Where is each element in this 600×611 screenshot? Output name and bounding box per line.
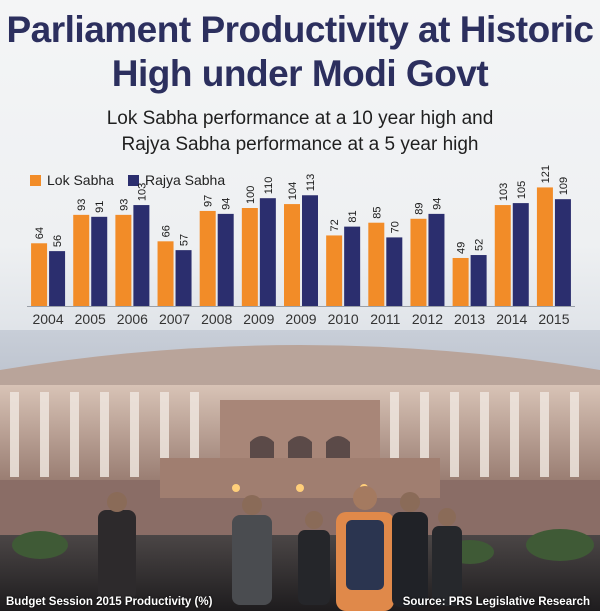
bar-rajya-sabha-2012	[428, 213, 445, 306]
x-tick-label: 2012	[412, 311, 443, 327]
data-label-rajya-sabha-2009: 110	[263, 177, 275, 195]
footer-caption: Budget Session 2015 Productivity (%)	[6, 596, 213, 608]
data-label-rajya-sabha-2013: 52	[474, 239, 486, 251]
data-label-rajya-sabha-2006: 103	[136, 183, 148, 201]
legend-item-rajya-sabha: Rajya Sabha	[127, 172, 226, 188]
legend-label-rajya-sabha: Rajya Sabha	[144, 172, 226, 188]
data-label-lok-sabha-2014: 103	[498, 183, 510, 201]
data-label-rajya-sabha-2014: 105	[516, 181, 528, 199]
x-tick-label: 2011	[370, 311, 400, 327]
data-label-rajya-sabha-2011: 70	[389, 221, 401, 233]
x-tick-label: 2004	[32, 311, 63, 327]
subtitle-line-1: Lok Sabha performance at a 10 year high …	[106, 108, 494, 129]
data-label-lok-sabha-2012: 89	[413, 203, 425, 215]
data-label-rajya-sabha-2009: 113	[305, 174, 317, 192]
bar-lok-sabha-2004	[31, 243, 48, 306]
bar-lok-sabha-2007	[157, 241, 174, 306]
data-label-lok-sabha-2015: 121	[540, 165, 552, 183]
bar-rajya-sabha-2008	[217, 213, 234, 306]
page-title: Parliament Productivity at Historic High…	[0, 8, 600, 96]
bar-lok-sabha-2012	[410, 218, 427, 306]
subtitle: Lok Sabha performance at a 10 year high …	[0, 106, 600, 158]
data-label-rajya-sabha-2007: 57	[179, 234, 191, 246]
chart-legend: Lok Sabha Rajya Sabha	[30, 172, 225, 188]
bar-rajya-sabha-2009	[302, 195, 318, 306]
bar-lok-sabha-2005	[73, 214, 90, 306]
parliament-building-image	[0, 330, 600, 611]
data-label-lok-sabha-2011: 85	[371, 206, 383, 218]
bar-lok-sabha-2009	[241, 208, 258, 306]
x-tick-label: 2006	[117, 311, 148, 327]
title-line-2: High under Modi Govt	[111, 53, 489, 94]
x-tick-label: 2009	[243, 311, 274, 327]
bar-lok-sabha-2014	[494, 205, 511, 306]
data-label-rajya-sabha-2015: 109	[558, 177, 570, 195]
bar-lok-sabha-2011	[368, 222, 385, 306]
bar-lok-sabha-2015	[536, 187, 553, 306]
legend-swatch-rajya-sabha	[127, 174, 139, 186]
bar-rajya-sabha-2006	[133, 205, 150, 306]
data-label-rajya-sabha-2010: 81	[347, 210, 359, 222]
bar-rajya-sabha-2010	[344, 226, 361, 306]
data-label-lok-sabha-2007: 66	[161, 225, 173, 237]
data-label-lok-sabha-2008: 97	[203, 195, 215, 207]
data-label-lok-sabha-2009: 104	[287, 182, 299, 200]
subtitle-line-2: Rajya Sabha performance at a 5 year high	[121, 134, 479, 155]
bar-rajya-sabha-2004	[49, 251, 66, 306]
data-label-lok-sabha-2010: 72	[329, 219, 341, 231]
x-tick-label: 2010	[328, 311, 359, 327]
data-label-lok-sabha-2005: 93	[76, 199, 88, 211]
bar-lok-sabha-2006	[115, 214, 132, 306]
data-label-rajya-sabha-2008: 94	[221, 198, 233, 210]
x-tick-label: 2007	[159, 311, 190, 327]
parliament-photo	[0, 330, 600, 611]
bar-lok-sabha-2009	[284, 204, 300, 306]
data-label-lok-sabha-2013: 49	[456, 242, 468, 254]
data-label-lok-sabha-2009: 100	[245, 186, 257, 204]
bar-lok-sabha-2010	[326, 235, 343, 306]
bar-rajya-sabha-2013	[470, 255, 487, 306]
bar-rajya-sabha-2009	[259, 198, 276, 306]
legend-label-lok-sabha: Lok Sabha	[47, 172, 114, 188]
data-label-rajya-sabha-2012: 94	[431, 198, 443, 210]
x-tick-label: 2015	[538, 311, 569, 327]
x-tick-label: 2009	[285, 311, 316, 327]
bar-lok-sabha-2013	[452, 257, 469, 306]
data-label-lok-sabha-2006: 93	[118, 199, 130, 211]
x-tick-label: 2013	[454, 311, 485, 327]
bar-rajya-sabha-2007	[175, 250, 192, 306]
bar-lok-sabha-2008	[199, 210, 216, 306]
data-label-rajya-sabha-2005: 91	[94, 201, 106, 213]
legend-item-lok-sabha: Lok Sabha	[30, 172, 114, 188]
footer-source: Source: PRS Legislative Research	[402, 596, 590, 608]
x-tick-label: 2008	[201, 311, 232, 327]
data-label-lok-sabha-2004: 64	[34, 227, 46, 239]
bar-rajya-sabha-2005	[91, 216, 108, 306]
x-tick-label: 2014	[496, 311, 527, 327]
bar-rajya-sabha-2011	[386, 237, 403, 306]
legend-swatch-lok-sabha	[30, 174, 41, 186]
data-label-rajya-sabha-2004: 56	[52, 235, 64, 247]
bar-rajya-sabha-2015	[554, 199, 571, 306]
bar-rajya-sabha-2014	[512, 203, 529, 306]
x-tick-label: 2005	[75, 311, 106, 327]
title-line-1: Parliament Productivity at Historic	[6, 9, 594, 50]
